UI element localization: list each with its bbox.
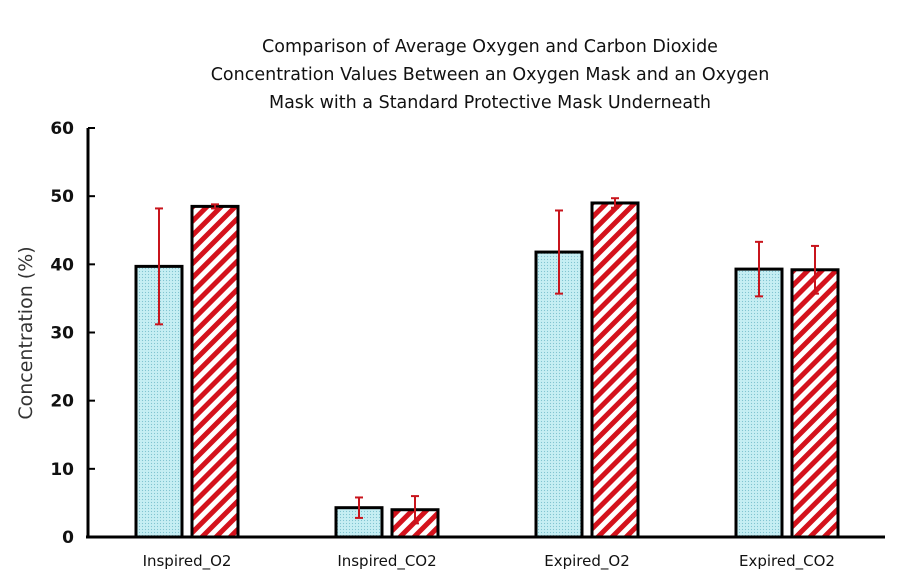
bar-protective-mask	[590, 201, 640, 539]
error-bar	[211, 203, 219, 210]
error-bar	[155, 207, 163, 326]
y-tick-label: 60	[50, 119, 74, 139]
chart-title: Comparison of Average Oxygen and Carbon …	[211, 37, 770, 113]
bar-protective-mask	[190, 204, 240, 539]
y-tick-label: 50	[50, 187, 74, 207]
bar-oxygen-mask	[534, 250, 584, 539]
error-bar	[555, 209, 563, 295]
x-tick-label: Inspired_CO2	[337, 552, 436, 571]
y-tick-label: 0	[62, 528, 74, 548]
error-bar	[611, 197, 619, 209]
error-bar	[811, 244, 819, 295]
bar-protective-mask	[790, 268, 840, 539]
y-tick-label: 10	[50, 460, 74, 480]
title-line: Concentration Values Between an Oxygen M…	[211, 65, 770, 85]
error-bar	[411, 495, 419, 525]
y-tick-label: 40	[50, 255, 74, 275]
y-tick-label: 30	[50, 324, 74, 344]
bar-oxygen-mask	[734, 267, 784, 539]
error-bar	[355, 496, 363, 519]
title-line: Mask with a Standard Protective Mask Und…	[269, 93, 711, 113]
x-tick-label: Expired_CO2	[739, 552, 835, 571]
error-bar	[755, 240, 763, 298]
title-line: Comparison of Average Oxygen and Carbon …	[262, 37, 718, 57]
y-axis-label: Concentration (%)	[15, 246, 37, 419]
x-tick-label: Inspired_O2	[143, 552, 232, 571]
x-tick-label: Expired_O2	[544, 552, 629, 571]
y-tick-label: 20	[50, 392, 74, 412]
